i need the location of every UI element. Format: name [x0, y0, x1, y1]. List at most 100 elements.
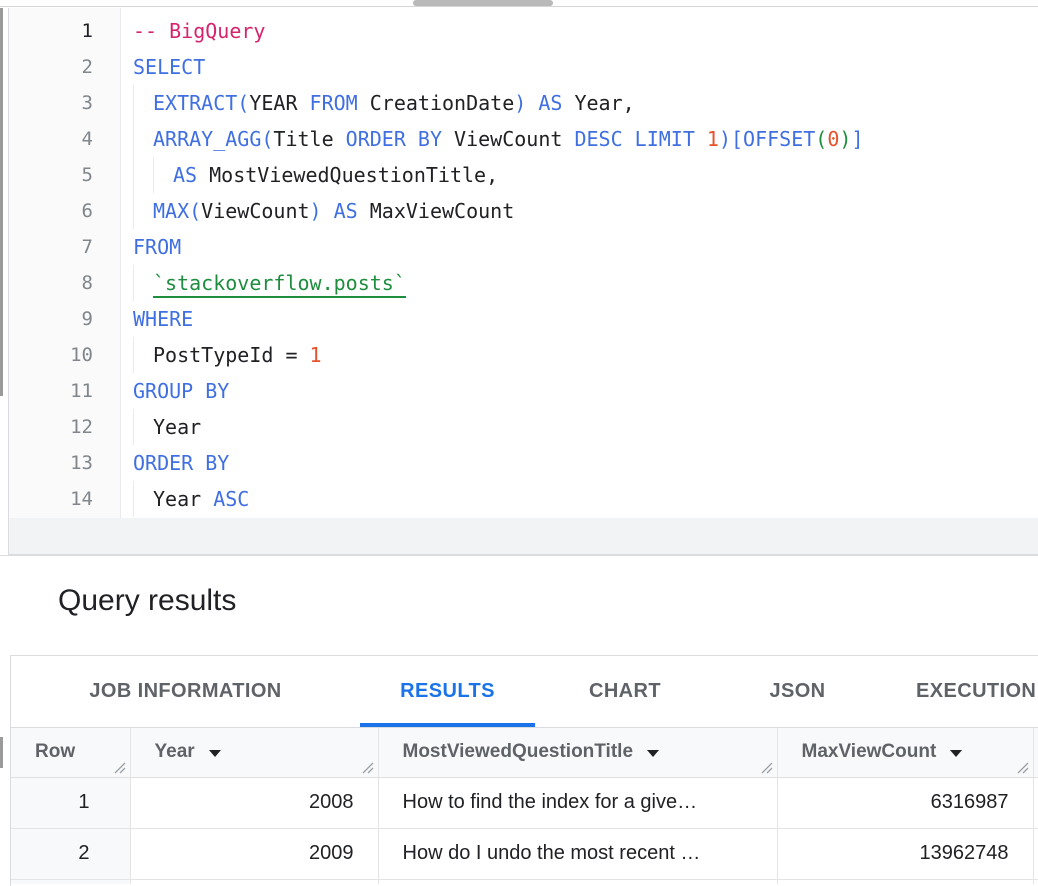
token-id: CreationDate [369, 91, 515, 115]
token-kw: FROM [133, 235, 182, 259]
code-line: 4 ARRAY_AGG(Title ORDER BY ViewCount DESC… [9, 121, 1038, 157]
token-tbl: `stackoverflow.posts` [153, 271, 406, 298]
token-kw: ARRAY_AGG( [153, 127, 274, 151]
tab-label: EXECUTION DETAILS [916, 680, 1038, 702]
token-kw: ) AS [514, 91, 563, 115]
token-id: PostTypeId = [153, 343, 310, 367]
line-number-gutter [9, 8, 121, 518]
horizontal-scrollbar[interactable] [0, 0, 1038, 7]
token-kw: ORDER BY [133, 451, 230, 475]
code-text: EXTRACT(YEAR FROM CreationDate) AS Year, [133, 85, 1038, 121]
line-number: 13 [70, 452, 93, 474]
token-kw: FROM [309, 91, 370, 115]
column-resize-handle-icon[interactable] [1015, 759, 1030, 774]
sql-editor[interactable]: 1 -- BigQuery 2 SELECT 3 EXTRACT(YEAR FROM Cr… [8, 8, 1038, 555]
token-id: YEAR [249, 91, 310, 115]
token-id: ViewCount [454, 127, 575, 151]
indent-guide [133, 121, 153, 157]
column-label: MostViewedQuestionTitle [402, 741, 634, 763]
line-number: 8 [81, 272, 93, 294]
line-number: 12 [70, 416, 93, 438]
tab-label: CHART [589, 680, 661, 702]
cell-max-view-count: 6316987 [777, 777, 1034, 829]
column-header-most-viewed-question-title[interactable]: MostViewedQuestionTitle [378, 728, 778, 778]
column-header-max-view-count[interactable]: MaxViewCount [777, 728, 1034, 778]
column-label: Row [35, 741, 76, 763]
code-text: GROUP BY [133, 373, 1038, 409]
tab-results[interactable]: RESULTS [360, 656, 535, 727]
indent-guide [133, 265, 153, 301]
sort-dropdown-icon[interactable] [647, 750, 660, 758]
code-line: 12 Year [9, 409, 1038, 445]
line-number: 11 [70, 380, 93, 402]
indent-guide [133, 157, 153, 193]
partial-cell [777, 879, 1034, 884]
tab-json[interactable]: JSON [715, 656, 880, 727]
token-kw: AS [173, 163, 198, 187]
code-area[interactable]: 1 -- BigQuery 2 SELECT 3 EXTRACT(YEAR FROM Cr… [9, 8, 1038, 518]
code-text: SELECT [133, 49, 1038, 85]
code-text: PostTypeId = 1 [133, 337, 1038, 373]
token-kw: EXTRACT( [153, 91, 250, 115]
code-line: 2 SELECT [9, 49, 1038, 85]
token-id: Year, [562, 91, 635, 115]
tab-chart[interactable]: CHART [535, 656, 715, 727]
results-table-wrap: Row Year MostViewedQuestionTitle MaxViewCou… [10, 728, 1038, 886]
line-number: 10 [70, 344, 93, 366]
token-kw: WHERE [133, 307, 194, 331]
token-id: Title [273, 127, 346, 151]
horizontal-scrollbar-thumb[interactable] [413, 0, 553, 6]
token-kw: SELECT [133, 55, 206, 79]
code-line: 3 EXTRACT(YEAR FROM CreationDate) AS Year… [9, 85, 1038, 121]
token-kw: ORDER BY [345, 127, 455, 151]
partial-cell [378, 879, 778, 884]
partial-cell [130, 879, 379, 884]
cell-row: 2 [11, 828, 131, 880]
query-results-title: Query results [58, 584, 237, 617]
code-line: 7 FROM [9, 229, 1038, 265]
cell-max-view-count: 13962748 [777, 828, 1034, 880]
indent-guide [133, 85, 153, 121]
editor-vertical-scrollbar-thumb[interactable] [0, 8, 3, 396]
column-header-year[interactable]: Year [130, 728, 379, 778]
code-line: 5 AS MostViewedQuestionTitle, [9, 157, 1038, 193]
line-number: 9 [81, 308, 93, 330]
code-line: 10 PostTypeId = 1 [9, 337, 1038, 373]
line-number: 5 [81, 164, 93, 186]
partial-table-row [11, 879, 1038, 884]
sort-dropdown-icon[interactable] [950, 750, 963, 758]
token-id: MostViewedQuestionTitle, [197, 163, 499, 187]
tab-execution-details[interactable]: EXECUTION DETAILS [880, 656, 1038, 727]
table-row: 2 2009 How do I undo the most recent … 1396… [11, 828, 1038, 880]
results-tab-bar: JOB INFORMATION RESULTS CHART JSON EXECUTION… [10, 655, 1038, 728]
column-label: MaxViewCount [801, 741, 937, 763]
line-number: 6 [81, 200, 93, 222]
token-id: MaxViewCount [357, 199, 515, 223]
results-vertical-scrollbar-thumb[interactable] [0, 737, 3, 768]
code-line: 13 ORDER BY [9, 445, 1038, 481]
column-header-row[interactable]: Row [11, 728, 131, 778]
code-text: Year [133, 409, 1038, 445]
tab-label: RESULTS [400, 680, 495, 702]
sort-dropdown-icon[interactable] [208, 750, 221, 758]
column-resize-handle-icon[interactable] [112, 759, 127, 774]
ghost-cell [1033, 777, 1038, 829]
cell-year: 2008 [130, 777, 379, 829]
line-number: 3 [81, 92, 93, 114]
cell-most-viewed-question-title: How do I undo the most recent … [378, 828, 778, 880]
token-p2: ( [815, 127, 828, 151]
column-resize-handle-icon[interactable] [360, 759, 375, 774]
token-id: Year [153, 415, 202, 439]
indent-guide [153, 157, 173, 193]
token-num: 1 [309, 343, 322, 367]
column-resize-handle-icon[interactable] [759, 759, 774, 774]
code-line: 11 GROUP BY [9, 373, 1038, 409]
tab-job-information[interactable]: JOB INFORMATION [11, 656, 360, 727]
token-kw: )[OFFSET [718, 127, 816, 151]
code-line: 8 `stackoverflow.posts` [9, 265, 1038, 301]
code-text: `stackoverflow.posts` [133, 265, 1038, 301]
code-line: 6 MAX(ViewCount) AS MaxViewCount [9, 193, 1038, 229]
tab-label: JSON [769, 680, 826, 702]
line-number: 4 [81, 128, 93, 150]
partial-cell [1033, 879, 1038, 884]
